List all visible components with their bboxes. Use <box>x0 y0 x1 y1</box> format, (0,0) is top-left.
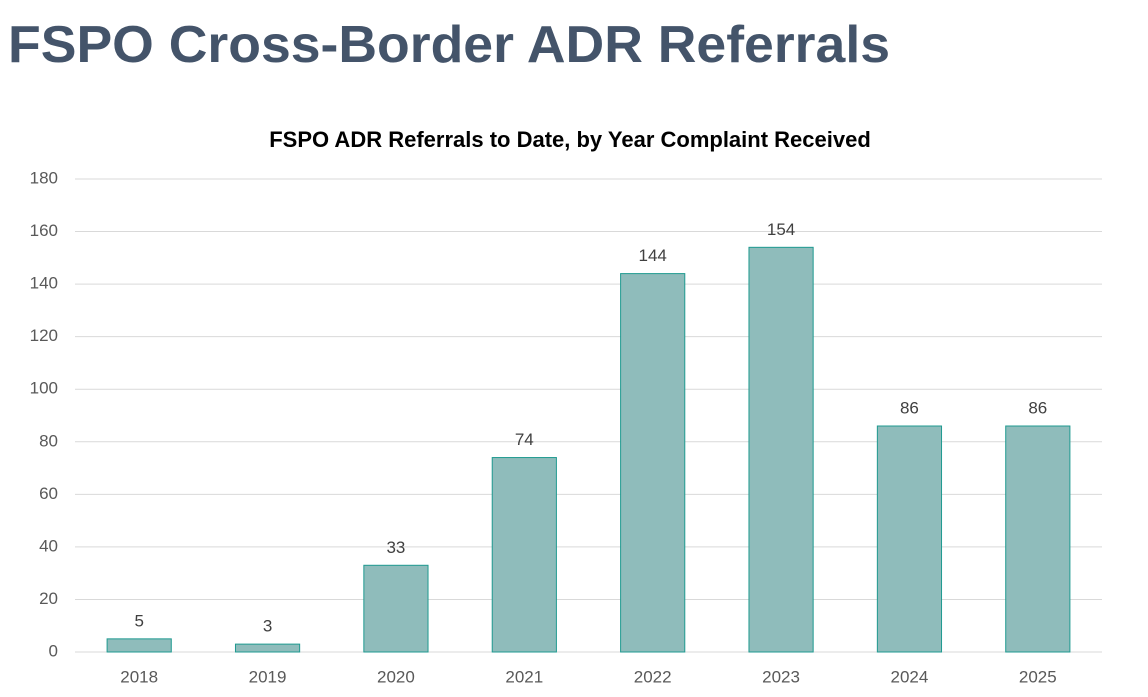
data-label: 3 <box>263 617 272 636</box>
data-label: 5 <box>134 611 143 630</box>
x-tick-label: 2020 <box>377 667 415 686</box>
y-tick-label: 80 <box>39 431 58 450</box>
data-label: 86 <box>900 398 919 417</box>
x-tick-label: 2025 <box>1019 667 1057 686</box>
x-tick-label: 2024 <box>891 667 929 686</box>
x-tick-label: 2023 <box>762 667 800 686</box>
bar <box>106 638 172 653</box>
bar <box>363 564 429 653</box>
bar <box>748 246 814 653</box>
bar <box>876 425 943 653</box>
x-tick-label: 2022 <box>634 667 672 686</box>
data-label: 86 <box>1028 398 1047 417</box>
y-tick-label: 160 <box>30 221 58 240</box>
x-tick-label: 2021 <box>505 667 543 686</box>
y-tick-label: 40 <box>39 536 58 555</box>
data-label: 144 <box>639 246 667 265</box>
bar <box>234 643 301 653</box>
x-tick-label: 2019 <box>249 667 287 686</box>
slide-heading: FSPO Cross-Border ADR Referrals <box>8 16 890 74</box>
bar <box>491 457 557 653</box>
y-tick-label: 0 <box>49 641 58 660</box>
x-tick-label: 2018 <box>120 667 158 686</box>
chart-title: FSPO ADR Referrals to Date, by Year Comp… <box>269 127 871 152</box>
y-tick-label: 100 <box>30 379 58 398</box>
data-label: 33 <box>386 538 405 557</box>
y-tick-label: 120 <box>30 326 58 345</box>
y-tick-label: 180 <box>30 168 58 187</box>
data-label: 154 <box>767 220 795 239</box>
y-tick-label: 20 <box>39 589 58 608</box>
y-tick-label: 60 <box>39 484 58 503</box>
bar <box>620 273 686 653</box>
y-tick-label: 140 <box>30 274 58 293</box>
data-label: 74 <box>515 430 534 449</box>
bar <box>1005 425 1071 653</box>
